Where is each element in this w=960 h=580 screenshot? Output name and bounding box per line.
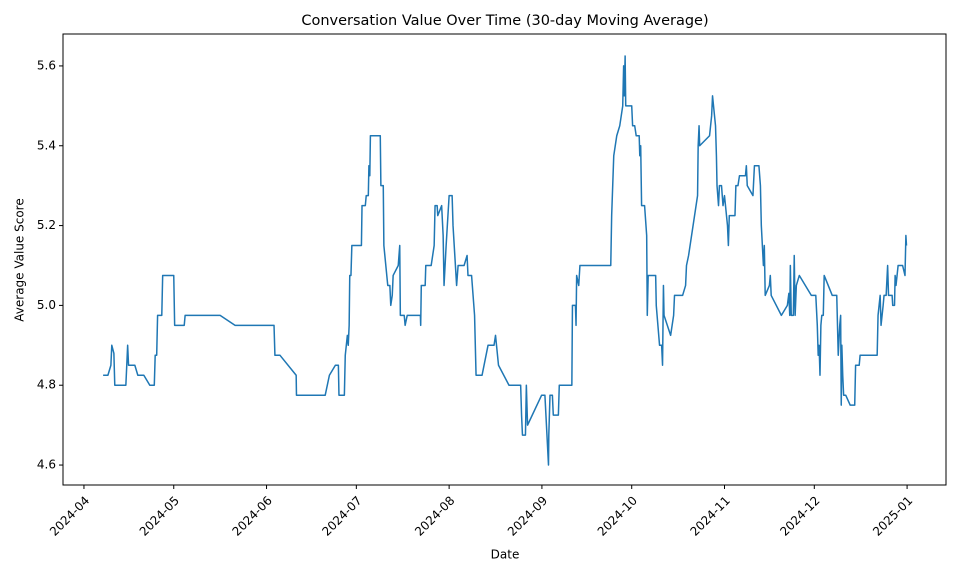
line-series <box>103 55 908 466</box>
y-tick-label: 4.6 <box>37 458 56 472</box>
chart-title: Conversation Value Over Time (30-day Mov… <box>301 13 708 29</box>
y-tick-label: 5.2 <box>37 218 56 232</box>
x-axis-label: Date <box>491 548 520 562</box>
y-tick-label: 4.8 <box>37 378 56 392</box>
y-tick-label: 5.4 <box>37 138 56 152</box>
plot-frame <box>62 33 947 486</box>
y-axis-label: Average Value Score <box>13 198 27 321</box>
y-tick-label: 5.0 <box>37 298 56 312</box>
y-tick-label: 5.6 <box>37 58 56 72</box>
